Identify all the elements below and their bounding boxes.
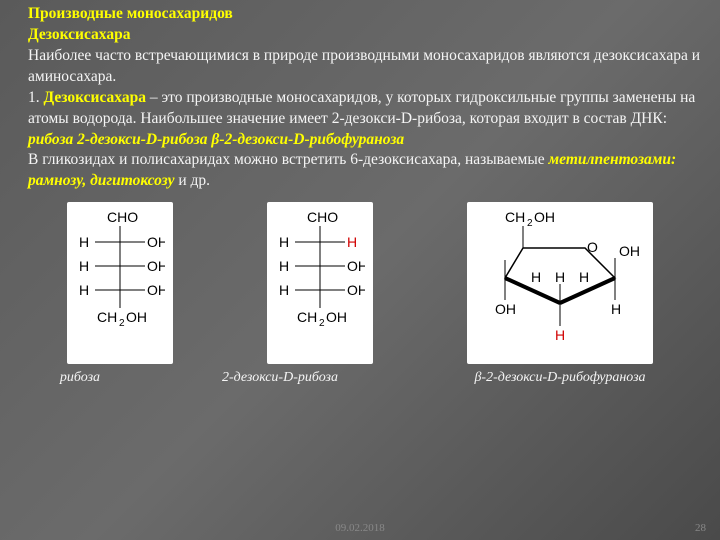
svg-text:CH: CH [97, 309, 117, 325]
svg-text:OH: OH [147, 258, 165, 274]
svg-text:H: H [79, 258, 89, 274]
body-line-4: 1. Дезоксисахара – это производные монос… [28, 88, 702, 130]
body-line-5: рибоза 2-дезокси-D-рибоза β-2-дезокси-D-… [28, 130, 702, 151]
svg-text:H: H [279, 282, 289, 298]
line5: рибоза 2-дезокси-D-рибоза β-2-дезокси-D-… [28, 131, 404, 148]
structure-ribose: CHO HOH HOH HOH CH2OH [67, 202, 173, 364]
structure-deoxyribose: CHO HH HOH HOH CH2OH [267, 202, 373, 364]
label-ribose: рибоза [20, 370, 140, 386]
title1: Производные моносахаридов [28, 5, 233, 22]
title-line-1: Производные моносахаридов [28, 4, 702, 25]
svg-text:H: H [555, 327, 565, 343]
body-line-6: В гликозидах и полисахаридах можно встре… [28, 150, 702, 192]
svg-text:OH: OH [347, 282, 365, 298]
title2: Дезоксисахара [28, 26, 130, 43]
slide-number: 28 [695, 522, 706, 534]
svg-text:H: H [79, 282, 89, 298]
structure-labels: рибоза 2-дезокси-D-рибоза β-2-дезокси-D-… [0, 364, 720, 386]
svg-text:OH: OH [147, 234, 165, 250]
svg-text:OH: OH [619, 243, 640, 259]
l4-term: Дезоксисахара [44, 89, 146, 106]
label-deoxy: 2-дезокси-D-рибоза [140, 370, 420, 386]
l6c: и др. [174, 172, 210, 189]
svg-text:H: H [79, 234, 89, 250]
svg-text:CHO: CHO [307, 209, 338, 225]
label-furanose: β-2-дезокси-D-рибофураноза [420, 370, 700, 386]
svg-text:OH: OH [347, 258, 365, 274]
chemical-structures: CHO HOH HOH HOH CH2OH CHO HH HOH HOH [0, 192, 720, 364]
svg-text:2: 2 [527, 218, 533, 229]
svg-text:OH: OH [495, 301, 516, 317]
svg-text:O: O [587, 239, 598, 255]
svg-text:H: H [611, 301, 621, 317]
svg-text:OH: OH [147, 282, 165, 298]
svg-text:CH: CH [505, 209, 525, 225]
svg-text:OH: OH [326, 309, 347, 325]
l6a: В гликозидах и полисахаридах можно встре… [28, 151, 549, 168]
svg-text:CH: CH [297, 309, 317, 325]
svg-text:H: H [347, 234, 357, 250]
svg-text:2: 2 [119, 318, 125, 329]
svg-text:CHO: CHO [107, 209, 138, 225]
body-line-3: Наиболее часто встречающимися в природе … [28, 46, 702, 88]
svg-text:2: 2 [319, 318, 325, 329]
svg-text:OH: OH [126, 309, 147, 325]
svg-text:H: H [531, 269, 541, 285]
svg-text:H: H [555, 269, 565, 285]
svg-text:H: H [579, 269, 589, 285]
svg-text:OH: OH [534, 209, 555, 225]
svg-text:H: H [279, 258, 289, 274]
text-content: Производные моносахаридов Дезоксисахара … [0, 0, 720, 192]
l4-prefix: 1. [28, 89, 44, 106]
svg-text:H: H [279, 234, 289, 250]
title-line-2: Дезоксисахара [28, 25, 702, 46]
structure-furanose: CH2OH O OH H H H OH H H [467, 202, 653, 364]
footer-date: 09.02.2018 [0, 522, 720, 534]
